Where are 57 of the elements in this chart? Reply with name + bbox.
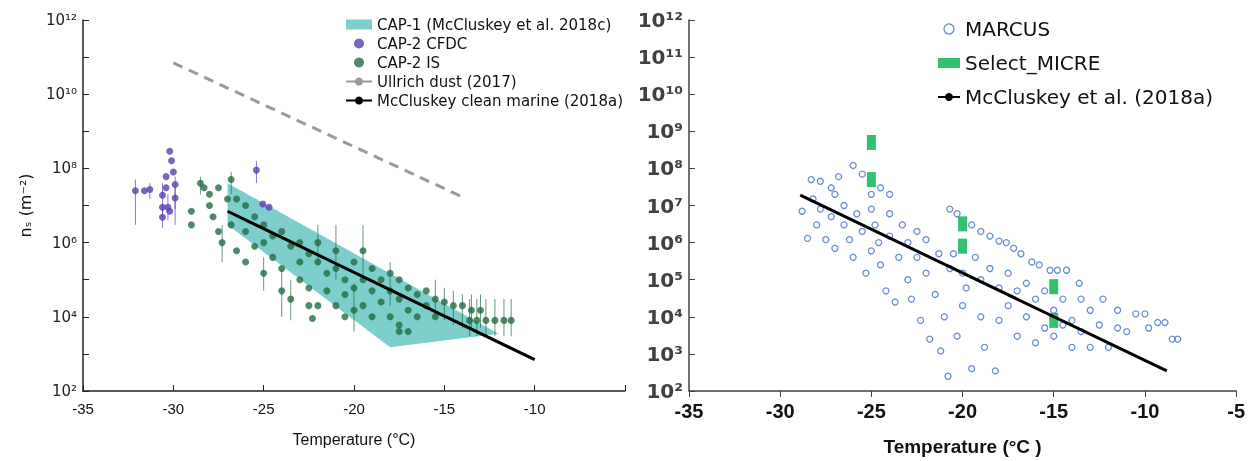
point [146,186,154,193]
y-tick-label: 10² [51,382,77,400]
y-tick-label: 10² [646,379,683,403]
y-tick-label: 10⁷ [646,193,683,218]
x-tick-label: -10 [1130,400,1160,422]
point [252,166,260,174]
legend-label: CAP-2 IS [377,53,441,72]
legend-label: MARCUS [964,17,1051,41]
y-tick-label: 10¹¹ [637,45,683,70]
y-tick-label: 10¹² [45,11,77,29]
x-tick-label: -25 [856,400,886,422]
point [162,184,170,192]
y-tick-label: 10¹² [637,8,683,32]
y-tick-label: 10⁶ [646,230,683,255]
x-tick-label: -35 [674,400,704,422]
point [168,157,176,165]
x-axis-title: Temperature (°C) [292,430,416,448]
point [159,213,166,221]
legend-label: CAP-2 CFDC [377,34,468,53]
legend-label: McCluskey clean marine (2018a) [377,91,623,110]
legend-label: Ullrich dust (2017) [377,72,517,91]
y-tick-label: 10⁴ [646,304,683,329]
legend-label: Select_MICRE [964,51,1101,75]
point [166,147,174,155]
y-tick-label: 10⁸ [51,159,77,178]
x-tick-label: -20 [948,400,978,422]
point [166,207,174,215]
x-tick-label: -35 [72,400,94,417]
point [169,168,177,176]
point [159,203,166,211]
point [171,194,179,202]
point [171,180,179,188]
x-tick-label: -5 [1227,400,1246,422]
point [162,173,170,181]
x-tick-label: -15 [433,400,456,417]
x-tick-label: -15 [1039,400,1069,422]
x-tick-label: -10 [523,400,546,417]
y-tick-label: 10¹⁰ [45,85,77,104]
y-tick-label: 10⁵ [646,267,683,292]
y-tick-label: 10⁴ [51,307,77,326]
x-axis-title: Temperature (°C ) [883,436,1042,457]
y-tick-label: 10⁹ [646,119,683,144]
x-tick-label: -20 [343,400,365,417]
x-tick-label: -30 [162,400,185,417]
legend-label: McCluskey et al. (2018a) [964,85,1213,109]
y-tick-label: 10⁶ [51,233,77,252]
x-tick-label: -25 [252,400,275,417]
point [159,191,166,199]
y-tick-label: 10³ [646,341,683,366]
y-axis-title: nₛ (m⁻²) [15,173,35,238]
y-tick-label: 10¹⁰ [637,82,683,107]
y-tick-label: 10⁸ [646,156,683,181]
point [259,200,267,208]
legend-label: CAP-1 (McCluskey et al. 2018c) [377,15,612,34]
point [265,203,273,211]
x-tick-label: -30 [765,400,795,422]
point [131,187,139,195]
